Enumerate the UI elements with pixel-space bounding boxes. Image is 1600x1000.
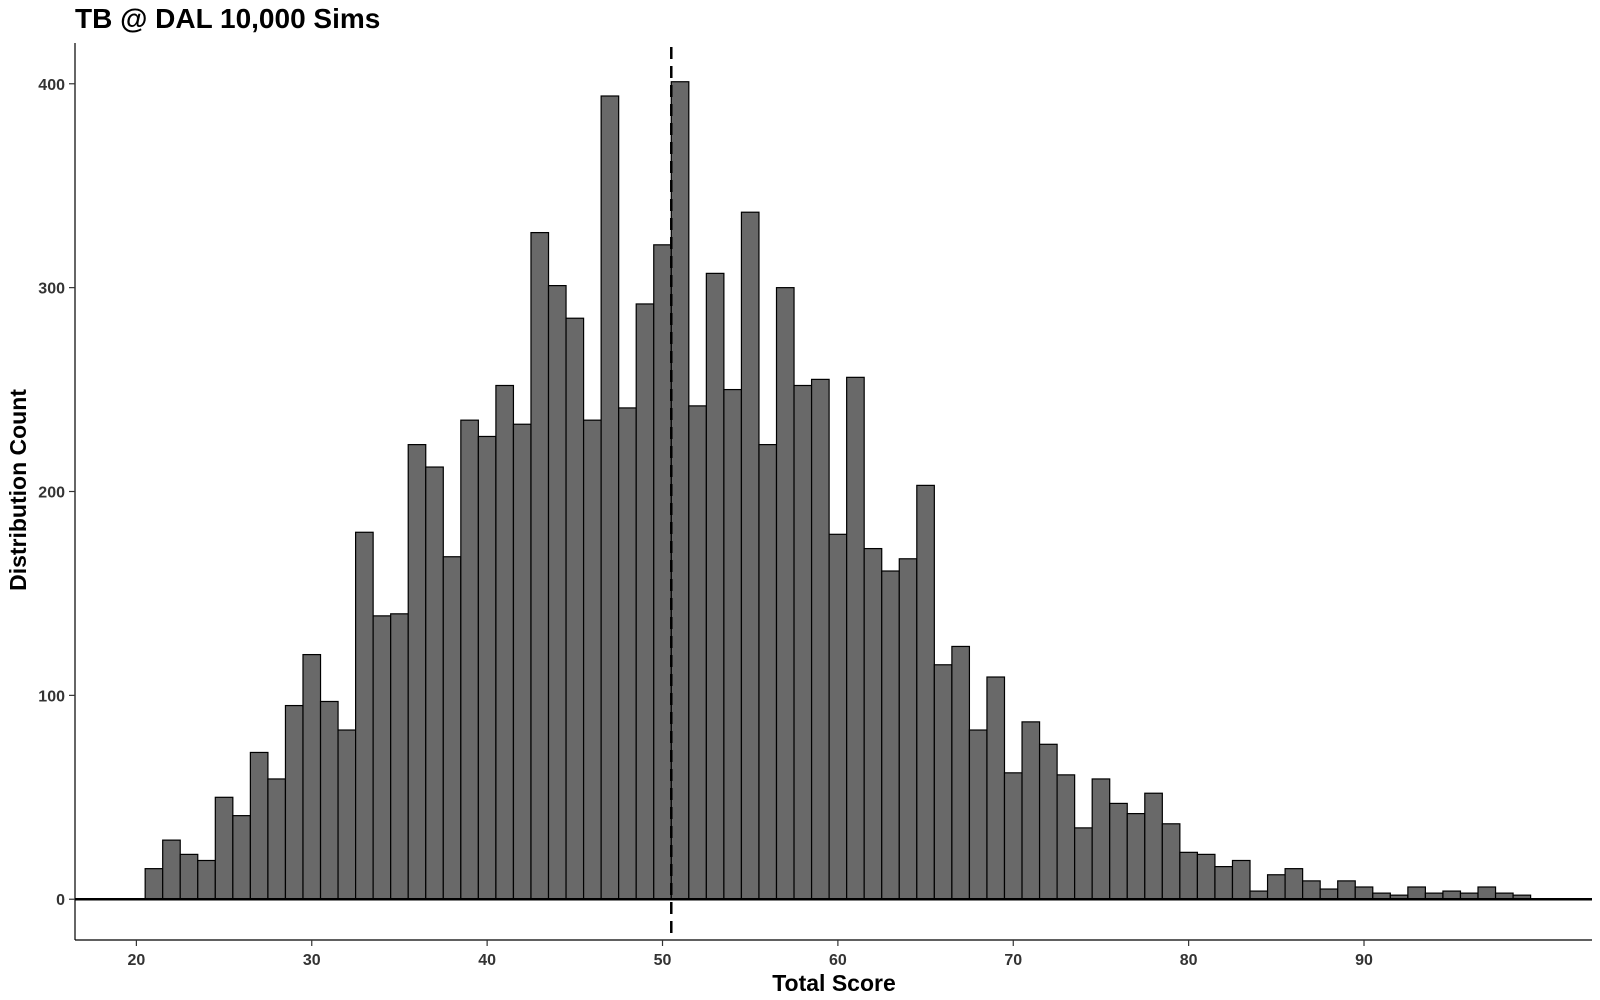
bar-29 xyxy=(284,704,304,900)
bar-55 xyxy=(740,211,760,900)
bar-61 xyxy=(846,376,865,900)
bar-32 xyxy=(337,729,357,900)
x-tick-label-40: 40 xyxy=(478,952,496,969)
bar-53 xyxy=(705,272,725,900)
bar-83 xyxy=(1231,859,1251,900)
bar-86 xyxy=(1284,868,1304,900)
bar-23 xyxy=(179,853,199,900)
bar-85 xyxy=(1266,874,1286,900)
y-tick-label-100: 100 xyxy=(38,688,65,705)
chart-title: TB @ DAL 10,000 Sims xyxy=(75,3,380,34)
bar-40 xyxy=(477,435,497,900)
y-tick-label-0: 0 xyxy=(56,892,65,909)
bar-87 xyxy=(1302,880,1321,900)
x-tick-label-90: 90 xyxy=(1355,952,1373,969)
bar-25 xyxy=(214,796,234,900)
bar-48 xyxy=(618,407,637,900)
bar-51 xyxy=(670,81,690,900)
bar-22 xyxy=(162,839,181,900)
bar-93 xyxy=(1407,886,1426,900)
bar-30 xyxy=(302,653,322,900)
bar-57 xyxy=(775,287,795,900)
bar-90 xyxy=(1354,886,1374,900)
bar-75 xyxy=(1091,778,1111,900)
bar-69 xyxy=(986,676,1006,900)
bar-76 xyxy=(1109,802,1128,900)
bar-70 xyxy=(1003,772,1023,900)
bar-49 xyxy=(635,303,655,900)
y-tick-label-200: 200 xyxy=(38,485,65,502)
bar-34 xyxy=(372,615,392,900)
bar-28 xyxy=(267,778,287,900)
bar-37 xyxy=(425,466,444,900)
bar-81 xyxy=(1196,853,1216,900)
y-tick-label-400: 400 xyxy=(38,77,65,94)
bar-62 xyxy=(863,547,883,900)
x-tick-label-20: 20 xyxy=(127,952,145,969)
axes-group: 0 100 200 300 400 20 30 40 50 60 70 80 90 xyxy=(38,43,1592,969)
bars-group xyxy=(144,81,1532,900)
bar-68 xyxy=(968,729,988,900)
bar-73 xyxy=(1056,774,1076,900)
bar-77 xyxy=(1126,812,1146,900)
bar-38 xyxy=(442,556,462,900)
bar-50 xyxy=(653,244,672,900)
bar-46 xyxy=(582,419,602,900)
bar-67 xyxy=(951,645,971,900)
bar-35 xyxy=(390,613,409,900)
x-tick-label-80: 80 xyxy=(1180,952,1198,969)
x-tick-label-60: 60 xyxy=(829,952,847,969)
bar-97 xyxy=(1477,886,1497,900)
bar-36 xyxy=(407,444,427,900)
bar-89 xyxy=(1337,880,1356,900)
bar-74 xyxy=(1074,827,1093,900)
bar-24 xyxy=(197,859,216,900)
bar-80 xyxy=(1179,851,1199,900)
bar-21 xyxy=(144,868,164,900)
bar-45 xyxy=(565,317,585,900)
x-tick-label-70: 70 xyxy=(1004,952,1022,969)
bar-60 xyxy=(828,533,848,900)
bar-43 xyxy=(530,231,550,900)
bar-63 xyxy=(881,570,900,900)
x-tick-label-30: 30 xyxy=(303,952,321,969)
y-axis-title: Distribution Count xyxy=(5,389,31,591)
bar-44 xyxy=(547,285,567,900)
bar-79 xyxy=(1161,823,1181,900)
bar-82 xyxy=(1214,866,1234,900)
x-axis-title: Total Score xyxy=(772,970,896,996)
y-tick-label-300: 300 xyxy=(38,281,65,298)
bar-47 xyxy=(600,95,620,900)
bar-54 xyxy=(723,388,743,900)
bar-72 xyxy=(1038,743,1058,900)
bar-27 xyxy=(249,751,269,900)
bar-33 xyxy=(355,531,374,900)
bar-59 xyxy=(810,378,830,900)
bar-66 xyxy=(933,664,953,900)
bar-88 xyxy=(1319,888,1339,900)
bar-65 xyxy=(916,484,935,900)
bar-56 xyxy=(758,444,778,900)
bar-52 xyxy=(688,405,707,900)
bar-64 xyxy=(898,558,918,900)
bar-41 xyxy=(495,384,515,900)
x-tick-label-50: 50 xyxy=(654,952,672,969)
bar-58 xyxy=(793,384,813,900)
bar-78 xyxy=(1144,792,1163,900)
bar-71 xyxy=(1021,721,1041,900)
bar-31 xyxy=(319,700,339,900)
bar-26 xyxy=(232,815,251,900)
bar-42 xyxy=(512,423,532,900)
bar-39 xyxy=(460,419,479,900)
